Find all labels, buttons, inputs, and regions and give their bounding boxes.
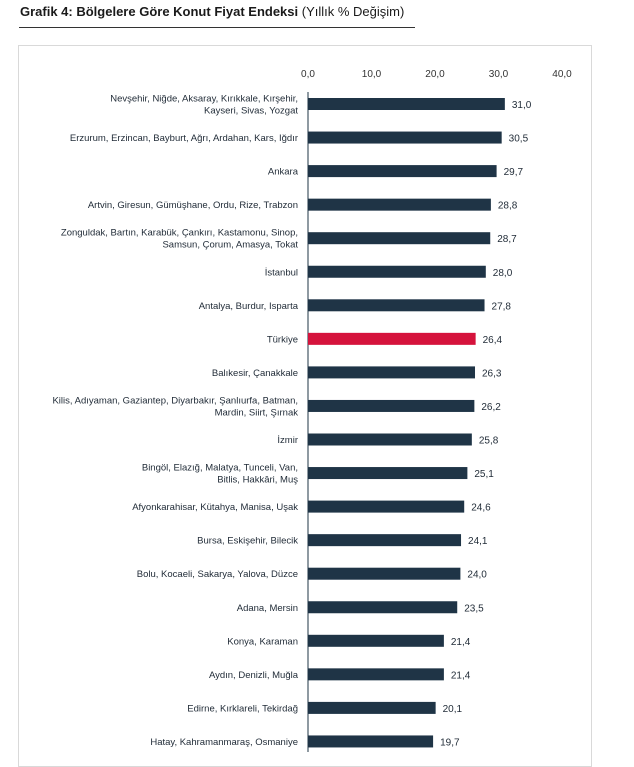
bar xyxy=(308,299,485,312)
x-tick-label: 0,0 xyxy=(301,69,315,80)
bar xyxy=(308,366,476,379)
bar xyxy=(308,165,497,178)
category-label: Aydın, Denizli, Muğla xyxy=(209,670,299,681)
title-divider xyxy=(19,27,415,28)
bar xyxy=(308,701,436,714)
bar xyxy=(308,433,472,446)
category-label: Türkiye xyxy=(267,334,298,345)
category-label: Bingöl, Elazığ, Malatya, Tunceli, Van, xyxy=(142,463,298,474)
bar xyxy=(308,567,461,580)
chart-title-unit: (Yıllık % Değişim) xyxy=(301,4,405,19)
x-tick-label: 20,0 xyxy=(425,69,445,80)
category-label: Artvin, Giresun, Gümüşhane, Ordu, Rize, … xyxy=(88,200,298,211)
bar xyxy=(308,198,491,211)
bar xyxy=(308,265,486,278)
category-label: Nevşehir, Niğde, Aksaray, Kırıkkale, Kır… xyxy=(110,94,298,105)
value-label: 28,7 xyxy=(497,234,517,245)
category-label: Bolu, Kocaeli, Sakarya, Yalova, Düzce xyxy=(137,569,298,580)
category-label: Konya, Karaman xyxy=(227,636,298,647)
category-label: Edirne, Kırklareli, Tekirdağ xyxy=(187,703,298,714)
category-label: Balıkesir, Çanakkale xyxy=(212,368,298,379)
bar xyxy=(308,232,491,245)
value-label: 30,5 xyxy=(509,134,529,145)
bar xyxy=(308,735,434,748)
bar xyxy=(308,131,502,144)
category-label: Zonguldak, Bartın, Karabük, Çankırı, Kas… xyxy=(61,228,298,239)
value-label: 24,1 xyxy=(468,536,488,547)
category-label: Afyonkarahisar, Kütahya, Manisa, Uşak xyxy=(132,502,298,513)
category-label: Hatay, Kahramanmaraş, Osmaniye xyxy=(150,737,298,748)
value-label: 31,0 xyxy=(512,100,532,111)
bar xyxy=(308,98,505,110)
value-label: 28,8 xyxy=(498,201,518,212)
value-label: 24,6 xyxy=(471,503,491,514)
category-label: Kilis, Adıyaman, Gaziantep, Diyarbakır, … xyxy=(52,395,298,406)
value-label: 26,2 xyxy=(481,402,501,413)
category-label: Kayseri, Sivas, Yozgat xyxy=(204,106,298,117)
category-label: İzmir xyxy=(277,435,298,446)
value-label: 25,1 xyxy=(474,469,494,480)
value-label: 26,3 xyxy=(482,368,502,379)
value-label: 28,0 xyxy=(493,268,513,279)
bar xyxy=(308,534,462,547)
bar xyxy=(308,399,475,412)
bar xyxy=(308,601,458,614)
chart-title: Grafik 4: Bölgelere Göre Konut Fiyat End… xyxy=(20,4,404,19)
chart-title-bold: Grafik 4: Bölgelere Göre Konut Fiyat End… xyxy=(20,4,299,19)
value-label: 19,7 xyxy=(440,737,460,748)
value-label: 24,0 xyxy=(467,570,487,581)
bar xyxy=(308,467,468,480)
value-label: 25,8 xyxy=(479,436,499,447)
value-label: 20,1 xyxy=(443,704,463,715)
category-label: Bursa, Eskişehir, Bilecik xyxy=(197,536,298,547)
category-label: Samsun, Çorum, Amasya, Tokat xyxy=(162,240,298,251)
value-label: 21,4 xyxy=(451,670,471,681)
value-label: 26,4 xyxy=(483,335,503,346)
category-label: İstanbul xyxy=(265,267,298,278)
category-label: Antalya, Burdur, Isparta xyxy=(199,301,299,312)
bar xyxy=(308,634,444,647)
bar xyxy=(308,668,444,681)
category-label: Ankara xyxy=(268,167,299,178)
x-tick-label: 10,0 xyxy=(362,69,382,80)
x-tick-label: 40,0 xyxy=(552,69,572,80)
category-label: Bitlis, Hakkâri, Muş xyxy=(217,475,298,486)
category-label: Adana, Mersin xyxy=(237,603,298,614)
x-tick-label: 30,0 xyxy=(489,69,509,80)
value-label: 27,8 xyxy=(492,301,512,312)
value-label: 21,4 xyxy=(451,637,471,648)
category-label: Erzurum, Erzincan, Bayburt, Ağrı, Ardaha… xyxy=(70,133,298,144)
bar xyxy=(308,500,465,513)
category-label: Mardin, Siirt, Şırnak xyxy=(215,407,299,418)
value-label: 23,5 xyxy=(464,603,484,614)
bar-highlight xyxy=(308,332,476,345)
value-label: 29,7 xyxy=(504,167,524,178)
